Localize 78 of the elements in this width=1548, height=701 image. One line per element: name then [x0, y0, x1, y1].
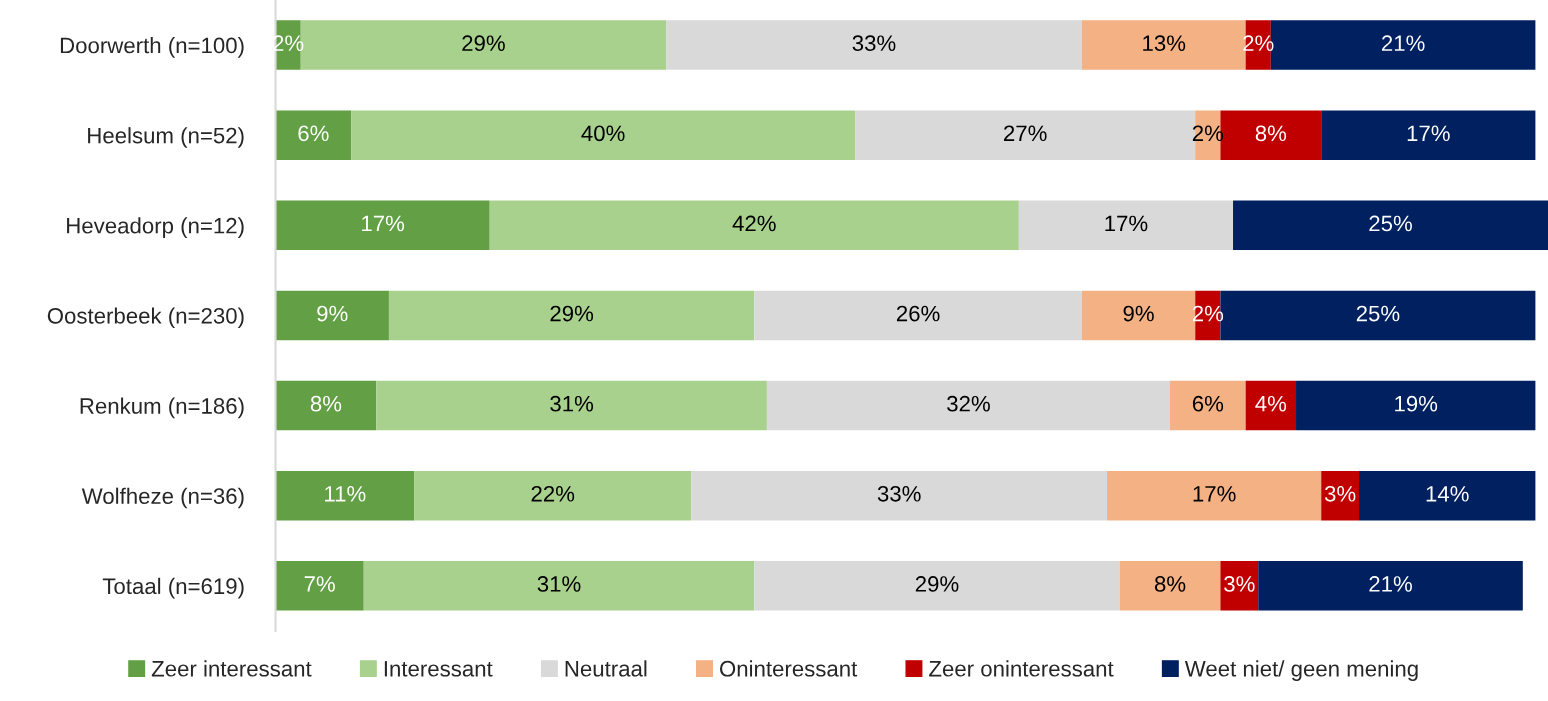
legend-label: Oninteressant: [720, 660, 858, 677]
y-tick-label: Heelsum (n=52): [88, 127, 244, 148]
bar: [691, 470, 1108, 521]
bar: [376, 380, 767, 431]
bar: [1245, 380, 1297, 431]
bar: [1018, 200, 1234, 251]
bar: [363, 561, 755, 611]
legend-label: Zeer oninteressant: [929, 660, 1114, 677]
y-tick-label: Totaal (n=619): [102, 577, 244, 599]
data-label: 17%: [1193, 486, 1236, 502]
bar: [1296, 380, 1536, 431]
legend-label: Interessant: [384, 661, 493, 677]
bar: [1359, 470, 1536, 521]
bar: [414, 470, 692, 521]
legend-label: Weet niet/ geen mening: [1184, 660, 1418, 681]
data-label: 25%: [1356, 305, 1400, 322]
data-label: 29%: [462, 35, 505, 52]
bar: [766, 380, 1171, 431]
bar: [1258, 561, 1523, 611]
data-label: 6%: [1192, 395, 1224, 412]
bar: [275, 470, 415, 521]
bar: [666, 20, 1082, 70]
bar: [1233, 200, 1548, 251]
bar: [1107, 470, 1322, 521]
data-label: 21%: [1369, 576, 1412, 592]
data-label: 14%: [1426, 486, 1469, 502]
data-label: 3%: [1224, 576, 1255, 592]
y-tick-label: Heveadorp (n=12): [67, 217, 244, 238]
y-tick-label: Oosterbeek (n=230): [47, 307, 244, 329]
data-label: 8%: [310, 395, 342, 412]
data-label: 13%: [1143, 35, 1186, 52]
bar: [754, 561, 1120, 611]
bar: [1220, 561, 1259, 611]
data-label: 6%: [298, 125, 329, 142]
y-tick-label: Doorwerth (n=100): [60, 37, 244, 58]
bar: [388, 290, 755, 341]
data-label: 27%: [1004, 125, 1047, 142]
bar: [275, 110, 352, 160]
data-label: 17%: [1407, 125, 1450, 142]
data-label: 31%: [537, 576, 581, 592]
y-tick-label: Wolfheze (n=36): [81, 487, 244, 509]
data-label: 42%: [732, 215, 776, 232]
data-label: 11%: [325, 486, 366, 502]
data-label: 40%: [581, 125, 625, 142]
bar: [489, 200, 1019, 251]
bar: [1119, 561, 1221, 611]
bar: [754, 290, 1082, 341]
data-label: 33%: [852, 35, 896, 52]
data-label: 29%: [915, 576, 959, 592]
bar: [1170, 380, 1246, 431]
bar: [275, 200, 490, 251]
data-label: 9%: [317, 305, 348, 322]
data-label: 8%: [1154, 576, 1186, 592]
data-label: 7%: [304, 576, 335, 592]
bar: [275, 561, 364, 611]
data-label: 9%: [1123, 305, 1154, 322]
bar: [275, 290, 389, 341]
bar: [351, 110, 856, 160]
data-label: 32%: [947, 395, 990, 412]
data-label: 8%: [1255, 125, 1287, 142]
bar: [1321, 110, 1536, 160]
bar: [1321, 470, 1360, 521]
bar: [275, 380, 377, 431]
data-label: 17%: [362, 215, 405, 232]
data-label: 17%: [1105, 215, 1148, 232]
data-label: 29%: [550, 305, 594, 322]
data-label: 33%: [877, 485, 921, 502]
data-label: 25%: [1369, 215, 1412, 232]
legend-label: Zeer interessant: [151, 660, 312, 677]
legend-label: Neutraal: [565, 660, 647, 677]
data-label: 19%: [1395, 395, 1438, 412]
data-label: 22%: [531, 485, 575, 502]
data-label: 26%: [896, 305, 940, 322]
data-label: 31%: [550, 395, 594, 412]
data-label: 4%: [1255, 395, 1287, 412]
y-tick-label: Renkum (n=186): [80, 397, 244, 419]
data-label: 21%: [1382, 35, 1425, 51]
data-label: 3%: [1324, 485, 1356, 502]
